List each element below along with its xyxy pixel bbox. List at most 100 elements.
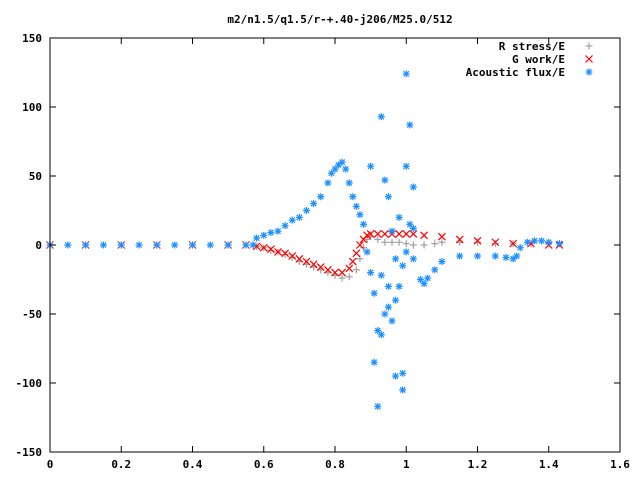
data-point <box>402 248 410 256</box>
data-point <box>260 231 268 239</box>
data-point <box>438 258 446 266</box>
chart-title: m2/n1.5/q1.5/r-+.40-j206/M25.0/512 <box>227 13 452 26</box>
data-point <box>367 269 375 277</box>
data-point <box>82 241 90 249</box>
data-point <box>338 268 347 277</box>
data-point <box>253 234 261 242</box>
data-point <box>513 252 521 260</box>
data-point <box>402 70 410 78</box>
x-tick-label: 1.2 <box>468 458 488 471</box>
data-point <box>99 241 107 249</box>
data-point <box>531 237 538 245</box>
data-point <box>402 162 410 170</box>
data-point <box>516 244 524 252</box>
data-point <box>266 245 275 254</box>
data-point <box>324 179 332 187</box>
data-point <box>356 241 364 249</box>
data-point <box>309 260 318 269</box>
data-point <box>474 252 481 260</box>
x-tick-label: 0.8 <box>325 458 345 471</box>
data-point <box>356 211 364 219</box>
data-point <box>295 213 303 221</box>
data-point <box>395 213 403 221</box>
data-point <box>352 249 361 258</box>
data-point <box>395 230 404 238</box>
data-point <box>281 249 290 258</box>
data-point <box>491 238 500 247</box>
plot-marks <box>46 70 564 410</box>
data-point <box>377 271 385 279</box>
series-1 <box>46 230 564 277</box>
data-point <box>392 372 400 380</box>
data-point <box>274 247 282 256</box>
data-point <box>345 273 353 281</box>
data-point <box>438 238 446 246</box>
data-point <box>381 310 389 318</box>
data-point <box>409 224 417 232</box>
data-point <box>392 255 400 263</box>
data-point <box>402 240 410 248</box>
data-point <box>420 280 428 288</box>
data-point <box>380 230 389 238</box>
data-point <box>288 216 296 224</box>
data-point <box>274 227 282 235</box>
data-point <box>409 241 417 249</box>
data-point <box>348 257 357 266</box>
data-point <box>377 331 385 339</box>
data-point <box>338 158 346 166</box>
x-tick-label: 0 <box>47 458 54 471</box>
data-point <box>431 240 439 248</box>
data-point <box>64 241 72 249</box>
data-point <box>249 241 257 249</box>
data-point <box>281 251 289 259</box>
data-point <box>352 266 360 274</box>
data-point <box>399 262 407 270</box>
data-point <box>474 238 481 246</box>
data-point <box>363 248 371 256</box>
data-point <box>502 253 510 261</box>
data-point <box>456 252 464 260</box>
data-point <box>316 263 325 272</box>
data-point <box>555 240 563 248</box>
data-point <box>538 237 546 245</box>
data-point <box>295 254 304 263</box>
x-tick-label: 1.6 <box>610 458 630 471</box>
data-point <box>384 282 392 290</box>
data-point <box>345 264 354 273</box>
data-point <box>281 222 289 230</box>
data-point <box>117 241 125 249</box>
legend-label: G work/E <box>512 53 565 66</box>
data-point <box>377 113 385 121</box>
data-point <box>424 274 432 282</box>
data-point <box>206 241 214 249</box>
data-point <box>303 207 310 214</box>
data-point <box>402 230 411 238</box>
axes-layer: 0 0.2 0.4 0.6 0.8 1 1.2 1.4 1.6 -150 -100 -50 0 50 100… <box>16 32 631 471</box>
data-point <box>431 266 439 274</box>
x-tick-label: 1.4 <box>539 458 559 471</box>
data-point <box>342 165 350 173</box>
data-point <box>437 232 446 241</box>
data-point <box>171 241 179 249</box>
data-point <box>523 238 531 246</box>
data-point <box>323 265 332 274</box>
data-point <box>242 241 250 249</box>
data-point <box>345 179 353 187</box>
data-point <box>406 121 414 129</box>
data-point <box>409 255 417 263</box>
data-point <box>370 358 378 366</box>
y-tick-label: 50 <box>29 170 42 183</box>
data-point <box>267 229 275 237</box>
data-point <box>349 193 357 201</box>
x-tick-label: 1 <box>403 458 410 471</box>
data-point <box>302 257 311 266</box>
data-point <box>381 176 389 184</box>
legend-marker <box>585 55 593 63</box>
data-point <box>370 289 378 297</box>
y-tick-label: 0 <box>35 239 42 252</box>
data-point <box>189 241 196 249</box>
data-point <box>310 200 318 208</box>
data-point <box>420 241 428 249</box>
data-point <box>409 230 418 238</box>
